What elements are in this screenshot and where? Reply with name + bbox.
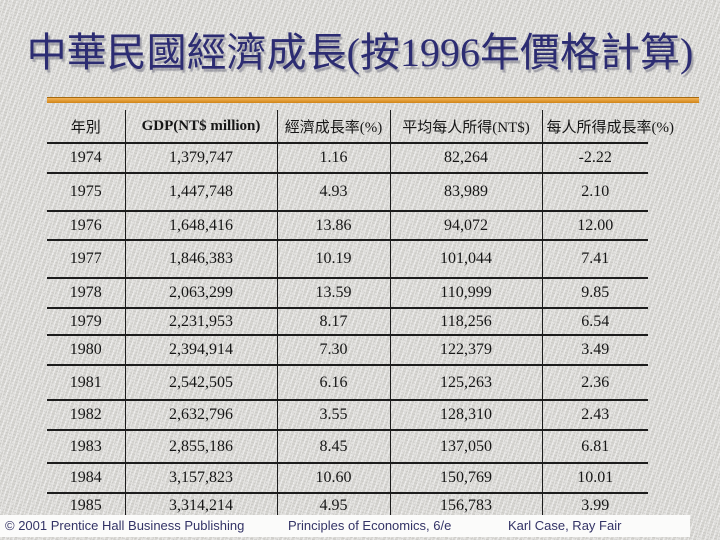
growth-rate-cell: 7.30 — [276, 335, 390, 365]
gdp-cell: 3,314,214 — [124, 493, 277, 517]
table-row: 1977 1,846,383 10.19 101,044 7.41 — [47, 240, 648, 278]
year-cell: 1984 — [69, 469, 102, 486]
year-cell: 1981 — [69, 373, 102, 391]
year-cell: 1980 — [69, 341, 102, 358]
per-capita-income-cell: 110,999 — [389, 278, 542, 308]
gdp-cell: 2,632,796 — [124, 400, 277, 430]
table-header-row: 年別 GDP(NT$ million) 經濟成長率(%) 平均每人所得(NT$)… — [47, 110, 674, 143]
per-capita-income-cell: 118,256 — [389, 308, 542, 335]
gdp-cell: 2,542,505 — [124, 365, 277, 400]
growth-rate-cell: 8.45 — [276, 430, 390, 463]
footer-publisher: © 2001 Prentice Hall Business Publishing — [5, 518, 245, 533]
footer-book-title: Principles of Economics, 6/e — [288, 518, 452, 533]
footer-bar: © 2001 Prentice Hall Business Publishing… — [0, 515, 690, 537]
header-year: 年別 — [70, 119, 101, 136]
year-cell: 1983 — [69, 437, 102, 455]
year-cell: 1977 — [69, 250, 102, 267]
income-growth-rate-cell: 2.43 — [541, 400, 648, 430]
header-gdp: GDP(NT$ million) — [124, 110, 277, 143]
table-row: 1975 1,447,748 4.93 83,989 2.10 — [47, 173, 648, 211]
growth-rate-cell: 6.16 — [276, 365, 390, 400]
gdp-cell: 2,063,299 — [124, 278, 277, 308]
income-growth-rate-cell: 7.41 — [541, 240, 648, 278]
table-row: 1976 1,648,416 13.86 94,072 12.00 — [47, 211, 648, 240]
income-growth-rate-cell: 2.36 — [541, 365, 648, 400]
growth-rate-cell: 1.16 — [276, 143, 390, 173]
gdp-cell: 2,855,186 — [124, 430, 277, 463]
income-growth-rate-cell: 10.01 — [541, 463, 648, 493]
per-capita-income-cell: 128,310 — [389, 400, 542, 430]
per-capita-income-cell: 125,263 — [389, 365, 542, 400]
table-body: 1974 1,379,747 1.16 82,264 -2.22 1975 1,… — [47, 143, 648, 517]
gdp-cell: 2,231,953 — [124, 308, 277, 335]
income-growth-rate-cell: 6.54 — [541, 308, 648, 335]
income-growth-rate-cell: 6.81 — [541, 430, 648, 463]
year-cell: 1982 — [69, 406, 102, 423]
table-row: 1979 2,231,953 8.17 118,256 6.54 — [47, 308, 648, 335]
year-cell: 1978 — [69, 284, 102, 301]
header-growth-rate: 經濟成長率(%) — [276, 110, 390, 143]
income-growth-rate-cell: 2.10 — [541, 173, 648, 211]
per-capita-income-cell: 94,072 — [389, 211, 542, 240]
per-capita-income-cell: 101,044 — [389, 240, 542, 278]
header-income-growth-rate: 每人所得成長率(%) — [541, 110, 674, 143]
year-cell: 1975 — [69, 183, 102, 200]
growth-rate-cell: 10.19 — [276, 240, 390, 278]
year-cell: 1976 — [69, 216, 102, 234]
year-cell: 1985 — [69, 496, 102, 514]
table-row: 1983 2,855,186 8.45 137,050 6.81 — [47, 430, 648, 463]
table-row: 1981 2,542,505 6.16 125,263 2.36 — [47, 365, 648, 400]
income-growth-rate-cell: -2.22 — [541, 143, 648, 173]
year-cell: 1979 — [69, 312, 102, 330]
income-growth-rate-cell: 3.49 — [541, 335, 648, 365]
growth-rate-cell: 10.60 — [276, 463, 390, 493]
title-divider-rule — [47, 97, 699, 103]
growth-rate-cell: 13.86 — [276, 211, 390, 240]
gdp-cell: 2,394,914 — [124, 335, 277, 365]
table-row: 1978 2,063,299 13.59 110,999 9.85 — [47, 278, 648, 308]
footer-authors: Karl Case, Ray Fair — [508, 518, 622, 533]
income-growth-rate-cell: 3.99 — [541, 493, 648, 517]
per-capita-income-cell: 83,989 — [389, 173, 542, 211]
gdp-cell: 1,379,747 — [124, 143, 277, 173]
table-row: 1984 3,157,823 10.60 150,769 10.01 — [47, 463, 648, 493]
gdp-cell: 1,447,748 — [124, 173, 277, 211]
year-cell: 1974 — [69, 149, 102, 166]
per-capita-income-cell: 156,783 — [389, 493, 542, 517]
header-per-capita-income: 平均每人所得(NT$) — [389, 110, 542, 143]
income-growth-rate-cell: 12.00 — [541, 211, 648, 240]
per-capita-income-cell: 137,050 — [389, 430, 542, 463]
income-growth-rate-cell: 9.85 — [541, 278, 648, 308]
table-row: 1982 2,632,796 3.55 128,310 2.43 — [47, 400, 648, 430]
page-title: 中華民國經濟成長(按1996年價格計算) — [26, 30, 694, 75]
per-capita-income-cell: 150,769 — [389, 463, 542, 493]
growth-rate-cell: 3.55 — [276, 400, 390, 430]
growth-rate-cell: 8.17 — [276, 308, 390, 335]
gdp-cell: 3,157,823 — [124, 463, 277, 493]
table-row: 1974 1,379,747 1.16 82,264 -2.22 — [47, 143, 648, 173]
growth-rate-cell: 4.93 — [276, 173, 390, 211]
economic-growth-table: 年別 GDP(NT$ million) 經濟成長率(%) 平均每人所得(NT$)… — [47, 110, 674, 517]
growth-rate-cell: 4.95 — [276, 493, 390, 517]
per-capita-income-cell: 122,379 — [389, 335, 542, 365]
table-row: 1980 2,394,914 7.30 122,379 3.49 — [47, 335, 648, 365]
per-capita-income-cell: 82,264 — [389, 143, 542, 173]
table-row: 1985 3,314,214 4.95 156,783 3.99 — [47, 493, 648, 517]
growth-rate-cell: 13.59 — [276, 278, 390, 308]
gdp-cell: 1,648,416 — [124, 211, 277, 240]
gdp-cell: 1,846,383 — [124, 240, 277, 278]
